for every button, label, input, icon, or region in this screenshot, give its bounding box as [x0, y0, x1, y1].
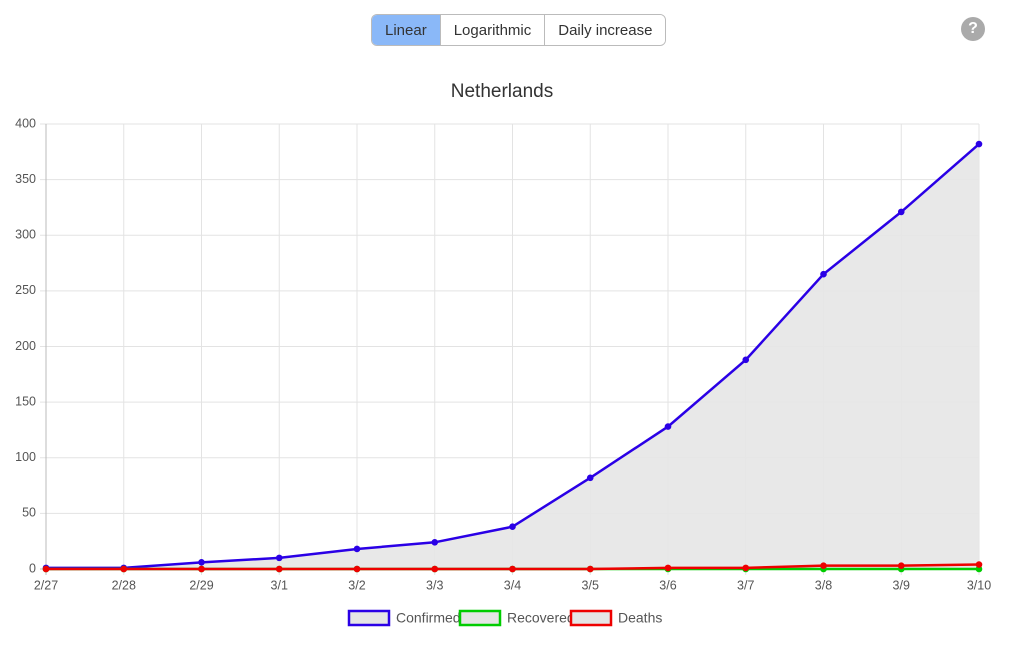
data-point: [664, 423, 672, 430]
y-tick-label: 100: [15, 450, 36, 464]
data-point: [742, 356, 750, 364]
x-tick-label: 3/10: [967, 578, 991, 592]
data-point: [586, 565, 594, 573]
x-tick-label: 2/29: [189, 578, 213, 592]
data-point: [742, 564, 750, 572]
scale-button[interactable]: Linear: [372, 15, 440, 45]
data-point: [42, 565, 50, 573]
y-tick-label: 300: [15, 228, 36, 242]
y-tick-label: 400: [15, 116, 36, 130]
y-tick-label: 50: [22, 506, 36, 520]
data-point: [198, 565, 205, 573]
data-point: [975, 561, 983, 568]
x-tick-label: 3/3: [426, 578, 443, 592]
legend-label: Confirmed: [396, 610, 461, 626]
x-tick-label: 2/28: [112, 578, 136, 592]
scale-toggle: Linear Logarithmic Daily increase: [371, 14, 667, 46]
y-tick-label: 200: [15, 339, 36, 353]
x-tick-label: 3/7: [737, 578, 754, 592]
data-point: [820, 562, 827, 569]
x-tick-label: 2/27: [34, 578, 58, 592]
data-point: [586, 474, 594, 482]
x-tick-label: 3/2: [348, 578, 365, 592]
data-point: [975, 140, 983, 148]
y-tick-label: 0: [29, 561, 36, 575]
data-point: [120, 565, 128, 573]
data-point: [509, 523, 516, 531]
legend-label: Deaths: [618, 610, 662, 626]
x-tick-label: 3/1: [271, 578, 288, 592]
x-tick-label: 3/5: [582, 578, 599, 592]
data-point: [431, 539, 439, 546]
data-point: [897, 562, 905, 569]
x-tick-label: 3/6: [659, 578, 676, 592]
x-tick-label: 3/4: [504, 578, 521, 592]
data-point: [431, 565, 439, 573]
data-point: [664, 564, 672, 572]
data-point: [275, 565, 283, 573]
data-point: [897, 208, 905, 216]
data-point: [275, 554, 283, 562]
legend-label: Recovered: [507, 610, 575, 626]
x-tick-label: 3/8: [815, 578, 832, 592]
data-point: [353, 545, 361, 553]
y-tick-label: 150: [15, 394, 36, 408]
legend-swatch: [347, 609, 391, 627]
series-area: [46, 144, 979, 569]
x-tick-label: 3/9: [893, 578, 910, 592]
chart-title: Netherlands: [451, 81, 553, 102]
legend-swatch: [458, 609, 502, 627]
data-point: [198, 559, 205, 566]
y-tick-label: 250: [15, 283, 36, 297]
data-point: [820, 270, 827, 278]
help-button[interactable]: ?: [961, 17, 985, 41]
y-tick-label: 350: [15, 172, 36, 186]
data-point: [509, 565, 516, 573]
scale-button[interactable]: Daily increase: [544, 15, 666, 45]
scale-button[interactable]: Logarithmic: [439, 15, 545, 45]
legend-swatch: [569, 609, 613, 627]
data-point: [353, 565, 361, 573]
